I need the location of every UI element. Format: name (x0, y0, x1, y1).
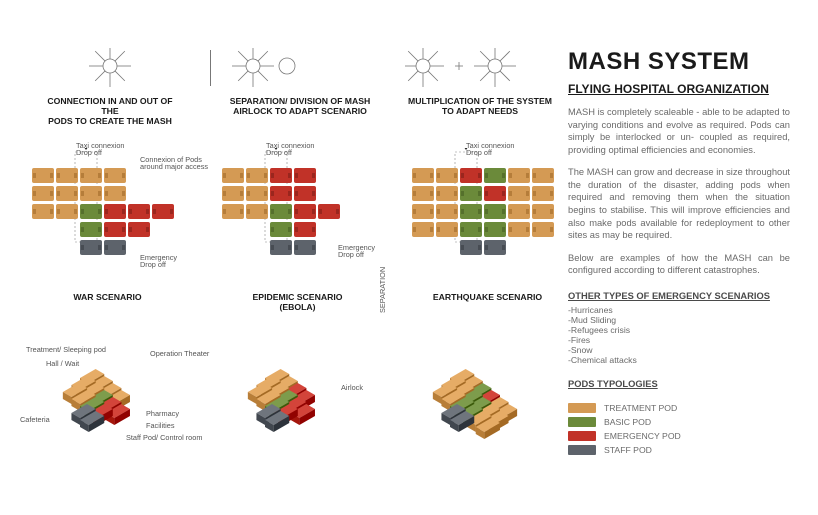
legend-label: TREATMENT POD (604, 403, 677, 413)
iso-diagram (400, 338, 570, 453)
legend-label: BASIC POD (604, 417, 651, 427)
body-paragraph: The MASH can grow and decrease in size t… (568, 166, 790, 241)
concept-caption: MULTIPLICATION OF THE SYSTEMTO ADAPT NEE… (405, 97, 555, 117)
legend-swatch (568, 417, 596, 427)
scenario-item: Hurricanes (568, 305, 790, 315)
concept-icon-cell: CONNECTION IN AND OUT OF THEPODS TO CREA… (40, 48, 180, 127)
legend-swatch (568, 403, 596, 413)
scenario-item: Snow (568, 345, 790, 355)
plan-diagram: Taxi connexionDrop offEARTHQUAKE SCENARI… (410, 148, 565, 302)
radial-icon (405, 48, 555, 93)
plan-label: EPIDEMIC SCENARIO(EBOLA) (220, 292, 375, 312)
page-title: MASH SYSTEM (568, 48, 790, 76)
plan-svg (220, 148, 375, 288)
legend-label: STAFF POD (604, 445, 652, 455)
concept-icon-cell: MULTIPLICATION OF THE SYSTEMTO ADAPT NEE… (405, 48, 555, 117)
iso-annotation: Facilities (146, 422, 175, 429)
legend-swatch (568, 445, 596, 455)
scenario-item: Mud Sliding (568, 315, 790, 325)
plan-label: EARTHQUAKE SCENARIO (410, 292, 565, 302)
page-subtitle: FLYING HOSPITAL ORGANIZATION (568, 82, 790, 96)
iso-diagram: Treatment/ Sleeping podHall / WaitCafete… (30, 338, 200, 453)
iso-annotation: Hall / Wait (46, 360, 79, 367)
legend-row: EMERGENCY POD (568, 431, 790, 441)
separation-label: SEPARATION (378, 267, 387, 313)
legend-row: BASIC POD (568, 417, 790, 427)
legend-swatch (568, 431, 596, 441)
plan-svg (410, 148, 565, 288)
iso-annotation: Operation Theater (150, 350, 209, 357)
iso-annotation: Staff Pod/ Control room (126, 434, 202, 441)
plan-diagram: Taxi connexionDrop offConnexion of Podsa… (30, 148, 185, 302)
scenario-item: Refugees crisis (568, 325, 790, 335)
iso-annotation: Airlock (341, 384, 363, 391)
plan-diagram: Taxi connexionDrop offEmergencyDrop offE… (220, 148, 375, 312)
plan-annotation: EmergencyDrop off (338, 244, 375, 259)
body-paragraph: Below are examples of how the MASH can b… (568, 252, 790, 277)
plan-annotation: Taxi connexionDrop off (266, 142, 314, 157)
iso-annotation: Cafeteria (20, 416, 50, 423)
legend-row: STAFF POD (568, 445, 790, 455)
plan-annotation: Connexion of Podsaround major access (140, 156, 208, 171)
radial-icon (40, 48, 180, 93)
body-paragraph: MASH is completely scaleable - able to b… (568, 106, 790, 156)
plan-label: WAR SCENARIO (30, 292, 185, 302)
legend-row: TREATMENT POD (568, 403, 790, 413)
radial-icon (225, 48, 375, 93)
scenario-item: Chemical attacks (568, 355, 790, 365)
plan-annotation: Taxi connexionDrop off (466, 142, 514, 157)
iso-annotation: Pharmacy (146, 410, 179, 417)
scenarios-header: OTHER TYPES OF EMERGENCY SCENARIOS (568, 291, 790, 301)
iso-annotation: Treatment/ Sleeping pod (26, 346, 106, 353)
divider (210, 50, 211, 86)
legend-label: EMERGENCY POD (604, 431, 681, 441)
scenario-item: Fires (568, 335, 790, 345)
legend-header: PODS TYPOLOGIES (568, 379, 790, 389)
concept-caption: CONNECTION IN AND OUT OF THEPODS TO CREA… (40, 97, 180, 127)
plan-annotation: Taxi connexionDrop off (76, 142, 124, 157)
iso-diagram: Airlock (215, 338, 385, 453)
plan-annotation: EmergencyDrop off (140, 254, 177, 269)
concept-caption: SEPARATION/ DIVISION OF MASHAIRLOCK TO A… (225, 97, 375, 117)
concept-icon-cell: SEPARATION/ DIVISION OF MASHAIRLOCK TO A… (225, 48, 375, 117)
